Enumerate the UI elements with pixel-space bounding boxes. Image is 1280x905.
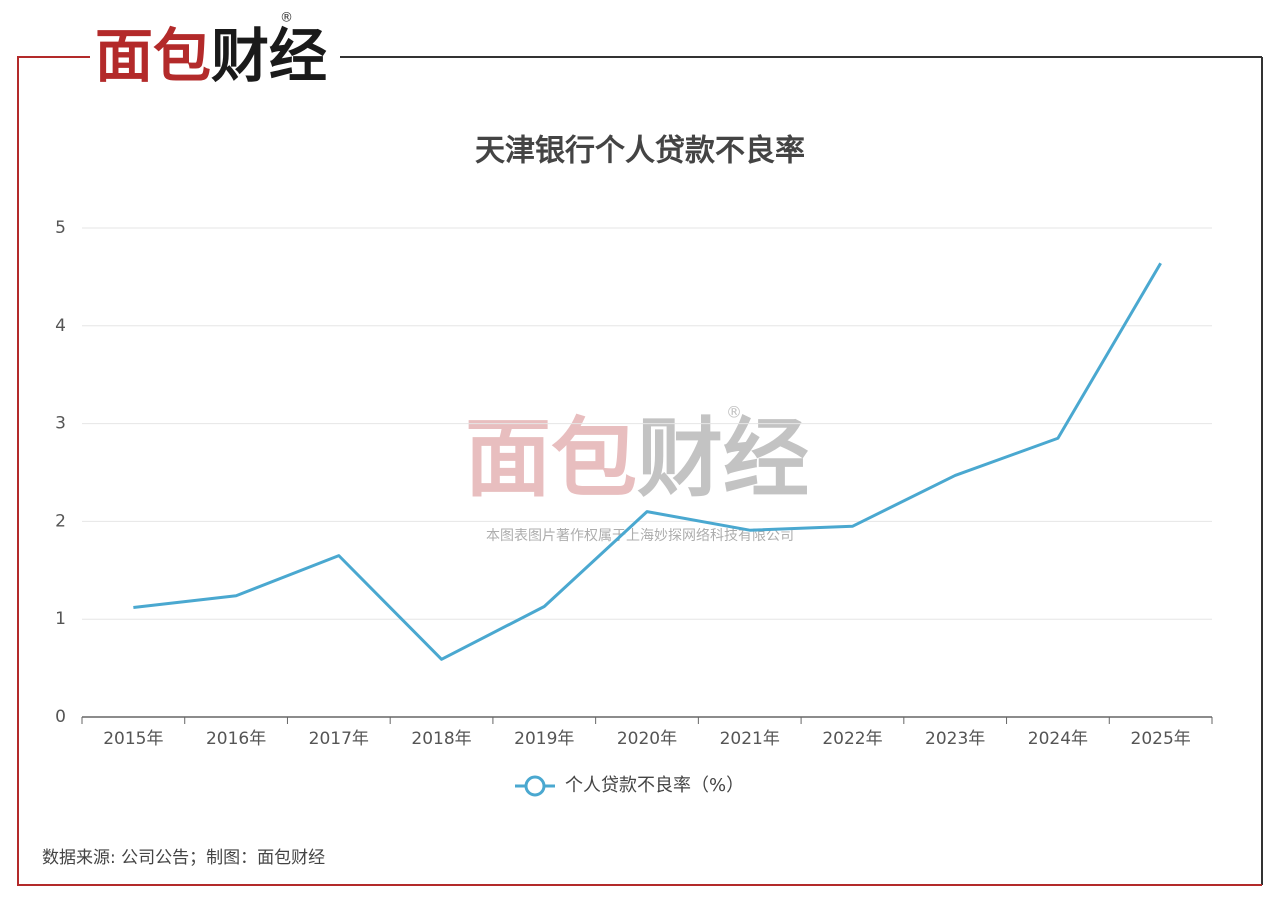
x-tick-label: 2016年 (206, 729, 266, 749)
watermark-word: 财经 (637, 409, 809, 509)
x-tick-label: 2018年 (411, 729, 471, 749)
x-tick-label: 2017年 (309, 729, 369, 749)
x-tick-label: 2015年 (103, 729, 163, 749)
x-tick-label: 2021年 (720, 729, 780, 749)
watermark: 面包财经 (465, 409, 809, 509)
y-tick-label: 5 (55, 218, 66, 238)
x-tick-label: 2024年 (1028, 729, 1088, 749)
source-note: 数据来源: 公司公告；制图：面包财经 (42, 848, 325, 868)
watermark-copyright: 本图表图片著作权属于上海妙探网络科技有限公司 (486, 528, 794, 544)
logo-mark: ® (280, 11, 293, 26)
x-tick-label: 2025年 (1131, 729, 1191, 749)
logo-word: 面包 (95, 22, 211, 90)
legend-marker (524, 775, 546, 797)
x-tick-label: 2019年 (514, 729, 574, 749)
chart-title: 天津银行个人贷款不良率 (475, 134, 805, 169)
y-tick-label: 0 (55, 707, 66, 727)
y-tick-label: 2 (55, 511, 66, 531)
legend-label: 个人贷款不良率（%） (565, 775, 744, 796)
frame-left (17, 56, 1262, 886)
x-tick-label: 2020年 (617, 729, 677, 749)
plot: 0 1 2 3 4 5 2015年 2016年 2017年 2018年 2019年 2020年 2021… (55, 218, 1213, 749)
y-tick-label: 3 (55, 414, 66, 434)
watermark-mark: ® (726, 403, 742, 422)
y-tick-label: 1 (55, 609, 66, 629)
y-tick-label: 4 (55, 316, 66, 336)
x-tick-label: 2023年 (925, 729, 985, 749)
data-line (133, 262, 1162, 661)
logo: 面包财经 (95, 22, 327, 90)
watermark-word: 面包 (465, 409, 637, 509)
logo-word: 财经 (211, 22, 327, 90)
x-tick-label: 2022年 (822, 729, 882, 749)
